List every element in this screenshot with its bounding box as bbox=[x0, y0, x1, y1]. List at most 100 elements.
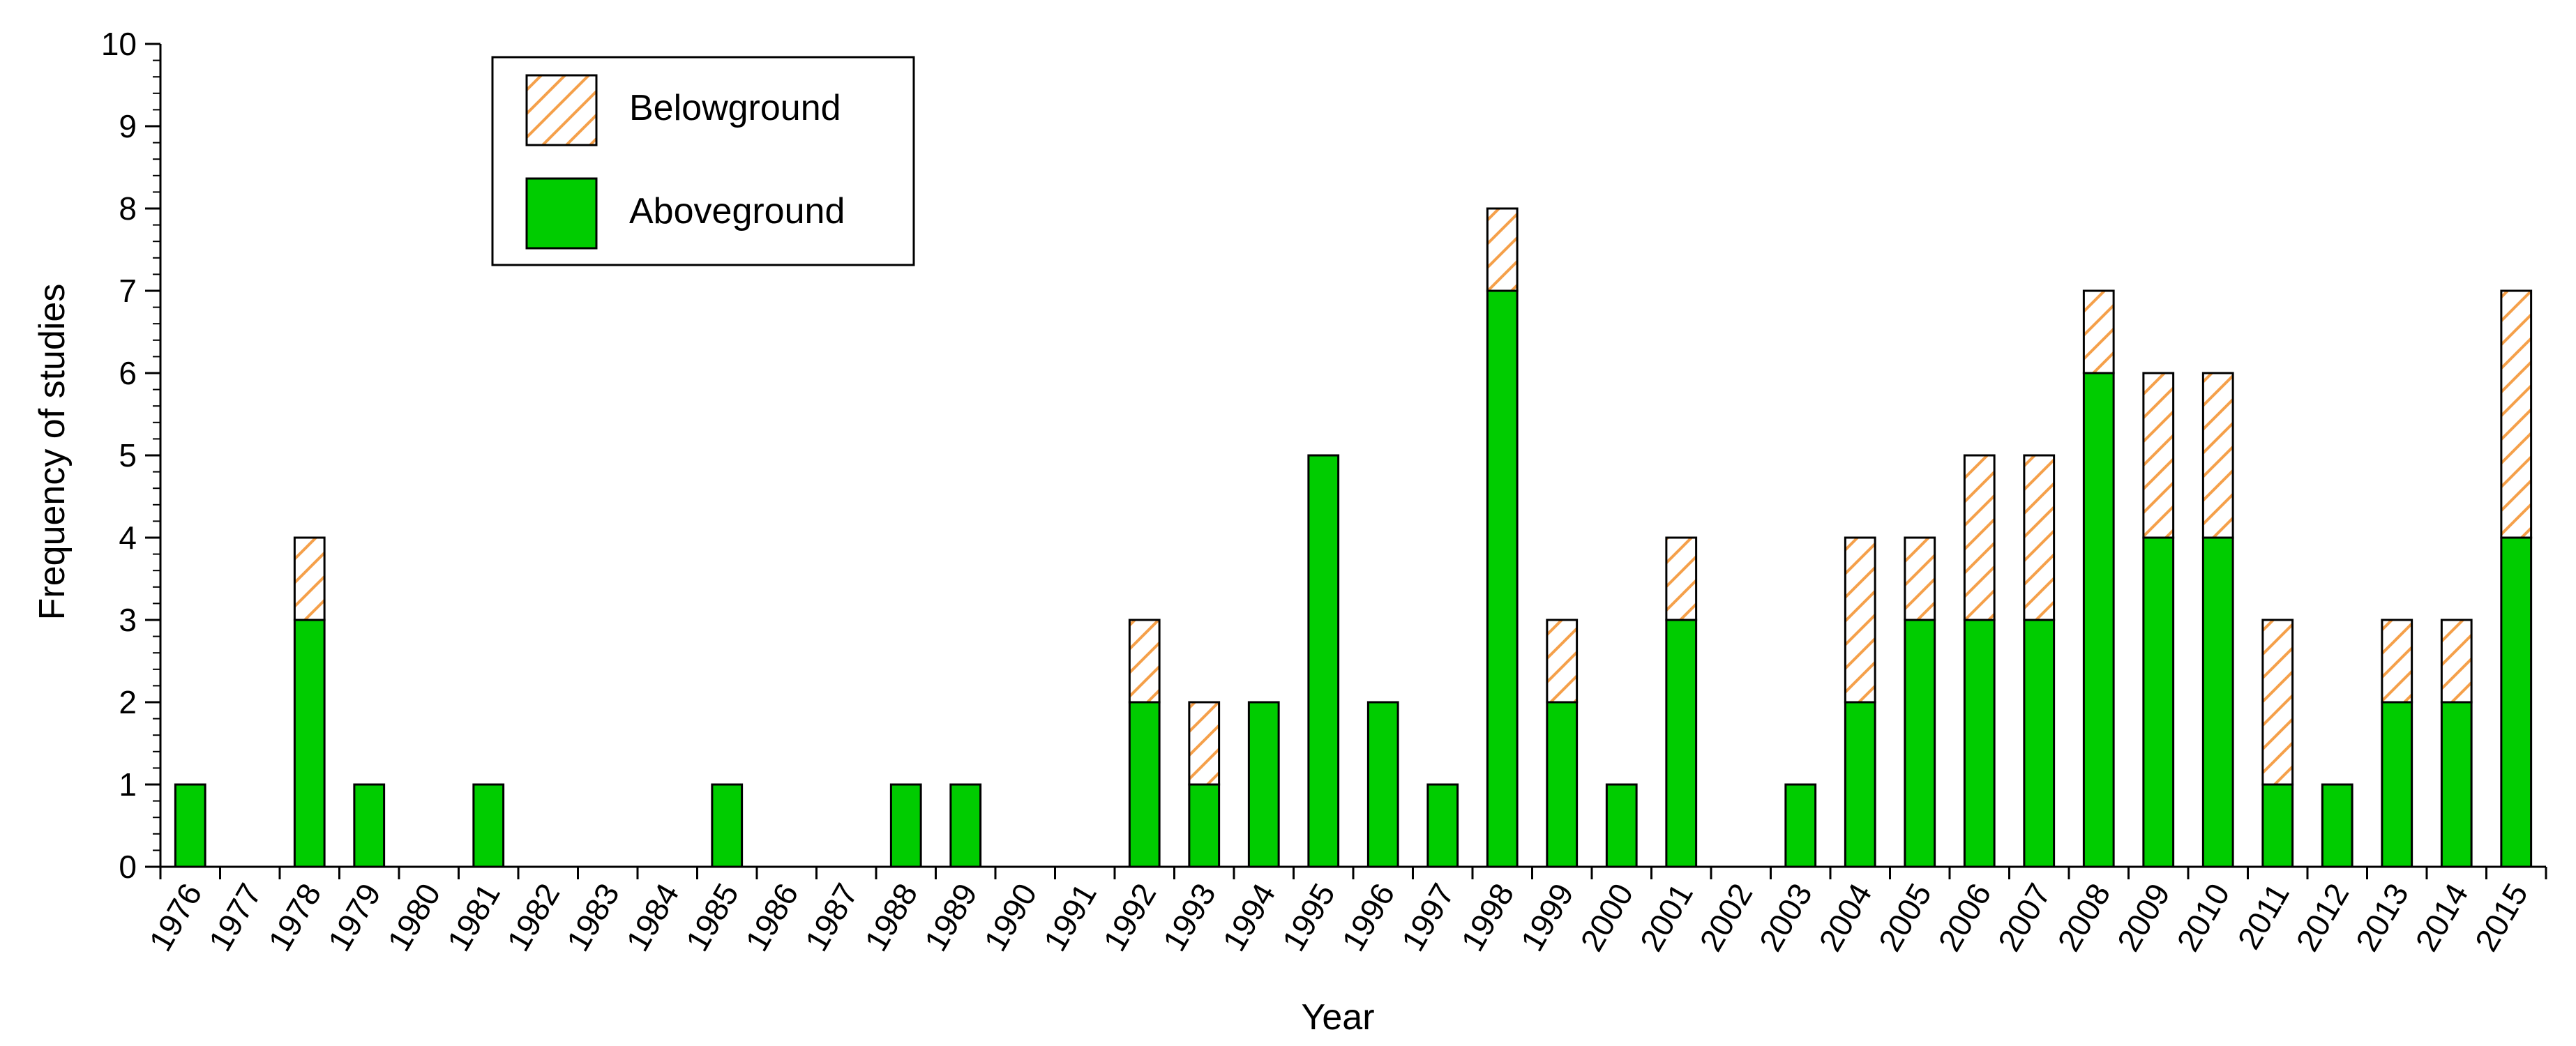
bar-aboveground-1993 bbox=[1188, 783, 1221, 868]
bar-aboveground-1981 bbox=[472, 783, 505, 868]
bar-aboveground-1992 bbox=[1128, 701, 1161, 868]
x-tick-label-2014: 2014 bbox=[2408, 877, 2475, 957]
bar-belowground-2011 bbox=[2261, 619, 2294, 786]
bar-belowground-1978 bbox=[293, 536, 326, 621]
bar-aboveground-2000 bbox=[1605, 783, 1638, 868]
x-tick-label-2007: 2007 bbox=[1991, 877, 2058, 957]
legend-label-aboveground: Aboveground bbox=[629, 191, 845, 232]
bar-aboveground-2004 bbox=[1844, 701, 1876, 868]
x-axis-title: Year bbox=[1301, 997, 1374, 1038]
bar-aboveground-1978 bbox=[293, 619, 326, 868]
x-tick-label-2010: 2010 bbox=[2169, 877, 2236, 957]
x-tick-label-2005: 2005 bbox=[1871, 877, 1938, 957]
x-tick-label-1977: 1977 bbox=[202, 877, 269, 957]
x-tick-label-1992: 1992 bbox=[1096, 877, 1163, 957]
x-tick-label-2011: 2011 bbox=[2230, 877, 2296, 955]
bar-belowground-2010 bbox=[2201, 372, 2234, 539]
bar-belowground-2014 bbox=[2440, 619, 2473, 704]
y-tick-label: 10 bbox=[101, 26, 137, 62]
bar-aboveground-1976 bbox=[174, 783, 206, 868]
x-tick-label-2009: 2009 bbox=[2110, 877, 2177, 957]
bar-aboveground-1994 bbox=[1247, 701, 1280, 868]
bar-aboveground-2011 bbox=[2261, 783, 2294, 868]
bar-aboveground-1989 bbox=[949, 783, 982, 868]
bar-aboveground-2013 bbox=[2381, 701, 2413, 868]
x-tick-label-1980: 1980 bbox=[380, 877, 447, 957]
x-tick-label-1984: 1984 bbox=[619, 877, 686, 957]
x-tick-label-1994: 1994 bbox=[1215, 877, 1282, 957]
x-tick-label-1996: 1996 bbox=[1334, 877, 1401, 957]
x-tick-label-1991: 1991 bbox=[1037, 877, 1104, 957]
bar-aboveground-2009 bbox=[2142, 536, 2175, 868]
bar-aboveground-2003 bbox=[1784, 783, 1817, 868]
legend-label-belowground: Belowground bbox=[629, 88, 841, 128]
y-tick-label: 9 bbox=[119, 108, 137, 144]
x-tick-label-1985: 1985 bbox=[679, 877, 746, 957]
bar-aboveground-1996 bbox=[1366, 701, 1399, 868]
x-tick-label-1978: 1978 bbox=[261, 877, 328, 957]
y-axis: 0 1 2 3 4 5 6 7 8 9 10 bbox=[101, 26, 162, 885]
x-tick-label-1998: 1998 bbox=[1454, 877, 1521, 957]
bar-aboveground-1979 bbox=[353, 783, 386, 868]
x-tick-label-1999: 1999 bbox=[1514, 877, 1581, 957]
y-tick-label: 5 bbox=[119, 437, 137, 473]
bar-aboveground-1998 bbox=[1486, 289, 1519, 868]
bar-belowground-2006 bbox=[1963, 454, 1996, 621]
bar-aboveground-2014 bbox=[2440, 701, 2473, 868]
x-tick-label-1979: 1979 bbox=[321, 877, 388, 957]
y-tick-label: 3 bbox=[119, 602, 137, 638]
x-tick-label-1989: 1989 bbox=[917, 877, 984, 957]
y-tick-label: 0 bbox=[119, 849, 137, 885]
bar-aboveground-2001 bbox=[1665, 619, 1698, 868]
bar-aboveground-1995 bbox=[1307, 454, 1340, 868]
legend-swatch-belowground bbox=[525, 74, 598, 146]
x-tick-label-2013: 2013 bbox=[2349, 877, 2416, 957]
bar-aboveground-1985 bbox=[711, 783, 744, 868]
bar-aboveground-1988 bbox=[889, 783, 922, 868]
bar-belowground-2001 bbox=[1665, 536, 1698, 621]
y-axis-title: Frequency of studies bbox=[32, 284, 73, 621]
bar-aboveground-2012 bbox=[2321, 783, 2353, 868]
x-axis: 1976197719781979198019811982198319841985… bbox=[142, 865, 2547, 957]
bar-belowground-1993 bbox=[1188, 701, 1221, 786]
x-tick-label-1981: 1981 bbox=[440, 877, 507, 957]
x-tick-label-1997: 1997 bbox=[1394, 877, 1461, 957]
bar-belowground-2015 bbox=[2500, 289, 2533, 539]
bar-belowground-2009 bbox=[2142, 372, 2175, 539]
bar-aboveground-2008 bbox=[2082, 372, 2115, 868]
bar-belowground-2013 bbox=[2381, 619, 2413, 704]
x-tick-label-1976: 1976 bbox=[142, 877, 209, 957]
bar-belowground-1992 bbox=[1128, 619, 1161, 704]
x-tick-label-1982: 1982 bbox=[499, 877, 566, 957]
x-tick-label-1986: 1986 bbox=[738, 877, 805, 957]
bar-belowground-2007 bbox=[2023, 454, 2056, 621]
legend-swatch-aboveground bbox=[525, 177, 598, 250]
bar-belowground-2008 bbox=[2082, 289, 2115, 374]
x-tick-label-2015: 2015 bbox=[2468, 877, 2535, 957]
x-tick-label-2006: 2006 bbox=[1931, 877, 1998, 957]
bar-aboveground-1999 bbox=[1546, 701, 1579, 868]
bar-aboveground-2006 bbox=[1963, 619, 1996, 868]
bar-aboveground-2005 bbox=[1904, 619, 1936, 868]
y-tick-label: 4 bbox=[119, 520, 137, 556]
y-tick-label: 8 bbox=[119, 190, 137, 227]
x-tick-label-1988: 1988 bbox=[857, 877, 924, 957]
bar-belowground-2004 bbox=[1844, 536, 1876, 704]
y-tick-label: 6 bbox=[119, 355, 137, 391]
x-tick-label-1987: 1987 bbox=[798, 877, 865, 957]
legend: Belowground Aboveground bbox=[491, 56, 915, 266]
bar-aboveground-1997 bbox=[1426, 783, 1459, 868]
x-tick-label-1983: 1983 bbox=[559, 877, 626, 957]
x-tick-label-2000: 2000 bbox=[1573, 877, 1640, 957]
x-tick-label-2003: 2003 bbox=[1752, 877, 1819, 957]
bar-belowground-2005 bbox=[1904, 536, 1936, 621]
bar-aboveground-2007 bbox=[2023, 619, 2056, 868]
bar-aboveground-2010 bbox=[2201, 536, 2234, 868]
x-tick-label-1990: 1990 bbox=[977, 877, 1044, 957]
y-tick-label: 2 bbox=[119, 684, 137, 720]
x-tick-label-2004: 2004 bbox=[1812, 877, 1878, 957]
bar-belowground-1999 bbox=[1546, 619, 1579, 704]
bar-belowground-1998 bbox=[1486, 207, 1519, 292]
